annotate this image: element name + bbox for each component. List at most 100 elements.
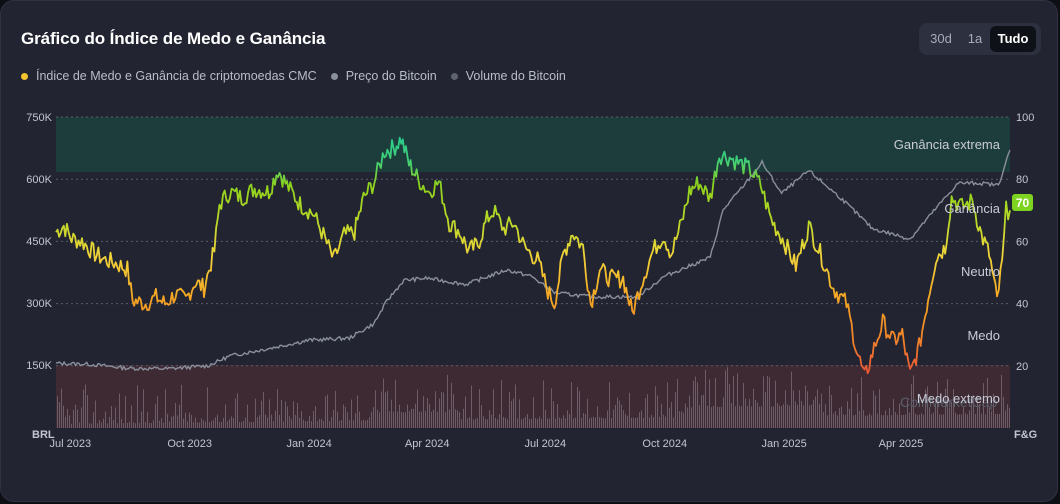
volume-bar [727, 367, 728, 428]
volume-bar [363, 420, 364, 428]
volume-bar [237, 393, 238, 428]
legend-dot-price [330, 72, 338, 80]
volume-bar [283, 421, 284, 428]
volume-bar [77, 409, 78, 428]
volume-bar [81, 407, 82, 428]
volume-bar [673, 417, 674, 428]
volume-bar [799, 390, 800, 428]
volume-bar [105, 411, 106, 428]
volume-bar [847, 401, 848, 428]
volume-bar [749, 399, 750, 428]
volume-bar [137, 385, 138, 428]
range-1y-button[interactable]: 1a [967, 31, 983, 46]
volume-bar [717, 406, 718, 428]
volume-bar [755, 400, 756, 428]
volume-bar [877, 413, 878, 428]
volume-bar [193, 422, 194, 428]
volume-bar [529, 418, 530, 428]
volume-bar [339, 420, 340, 428]
x-axis-labels: Jul 2023 Oct 2023 Jan 2024 Apr 2024 Jul 2024… [49, 438, 923, 450]
volume-bar [229, 419, 230, 428]
volume-bar [475, 418, 476, 428]
volume-bar [179, 404, 180, 428]
volume-bar [865, 415, 866, 428]
volume-bar [691, 407, 692, 428]
volume-bar [583, 413, 584, 428]
volume-bar [759, 406, 760, 428]
volume-bar [285, 401, 286, 428]
volume-bar [589, 418, 590, 428]
volume-bar [477, 418, 478, 428]
volume-bar [149, 423, 150, 428]
volume-bar [109, 416, 110, 428]
volume-bar [151, 422, 152, 428]
volume-bar [503, 416, 504, 428]
volume-bar [437, 411, 438, 428]
volume-bar [205, 421, 206, 428]
volume-bar [319, 418, 320, 428]
volume-bar [677, 378, 678, 428]
volume-bar [407, 404, 408, 428]
volume-bar [265, 414, 266, 428]
volume-bar [101, 422, 102, 428]
volume-bar [111, 405, 112, 428]
volume-bar [647, 394, 648, 428]
volume-bar [159, 420, 160, 428]
legend-item-volume[interactable]: Volume do Bitcoin [450, 69, 566, 83]
volume-bar [97, 423, 98, 428]
volume-bar [979, 404, 980, 428]
fear-greed-line [55, 136, 1011, 375]
volume-bar [125, 396, 126, 428]
volume-bar [491, 414, 492, 428]
volume-bar [831, 394, 832, 428]
volume-bar [783, 404, 784, 428]
volume-bar [667, 382, 668, 428]
legend-item-price[interactable]: Preço do Bitcoin [330, 69, 437, 83]
volume-bar [741, 406, 742, 428]
volume-bar [143, 389, 144, 428]
volume-bar [241, 421, 242, 428]
volume-bar [433, 409, 434, 428]
volume-bar [875, 395, 876, 428]
volume-bar [569, 414, 570, 428]
range-all-button[interactable]: Tudo [990, 26, 1036, 52]
volume-bar [59, 402, 60, 428]
volume-bar [521, 419, 522, 428]
volume-bar [467, 418, 468, 428]
volume-bar [1001, 374, 1002, 428]
volume-bar [905, 414, 906, 428]
legend-item-fgi[interactable]: Índice de Medo e Ganância de criptomoeda… [21, 69, 317, 83]
range-30d-button[interactable]: 30d [930, 31, 952, 46]
volume-bar [581, 417, 582, 428]
volume-bar [185, 412, 186, 428]
volume-bar [393, 411, 394, 428]
volume-bar [383, 378, 384, 428]
volume-bar [663, 414, 664, 428]
volume-bar [981, 413, 982, 428]
volume-bar [627, 415, 628, 428]
volume-bar [591, 417, 592, 428]
volume-bar [975, 413, 976, 428]
volume-bar [419, 411, 420, 428]
volume-bar [65, 416, 66, 428]
volume-bar [983, 383, 984, 428]
volume-bar [289, 416, 290, 428]
zone-label-neutral: Neutro [961, 264, 1000, 279]
volume-bar [493, 389, 494, 428]
volume-bar [969, 410, 970, 428]
volume-bar [643, 417, 644, 428]
current-value-badge: 70 [1012, 194, 1033, 211]
volume-bar [155, 403, 156, 428]
volume-bar [121, 419, 122, 428]
volume-bar [849, 408, 850, 428]
volume-bar [167, 413, 168, 428]
volume-bar [99, 420, 100, 428]
volume-bar [573, 418, 574, 428]
volume-bar [481, 405, 482, 428]
volume-bar [135, 423, 136, 428]
volume-bar [447, 375, 448, 428]
volume-bar [381, 391, 382, 428]
volume-bar [769, 377, 770, 428]
volume-bar [601, 417, 602, 428]
